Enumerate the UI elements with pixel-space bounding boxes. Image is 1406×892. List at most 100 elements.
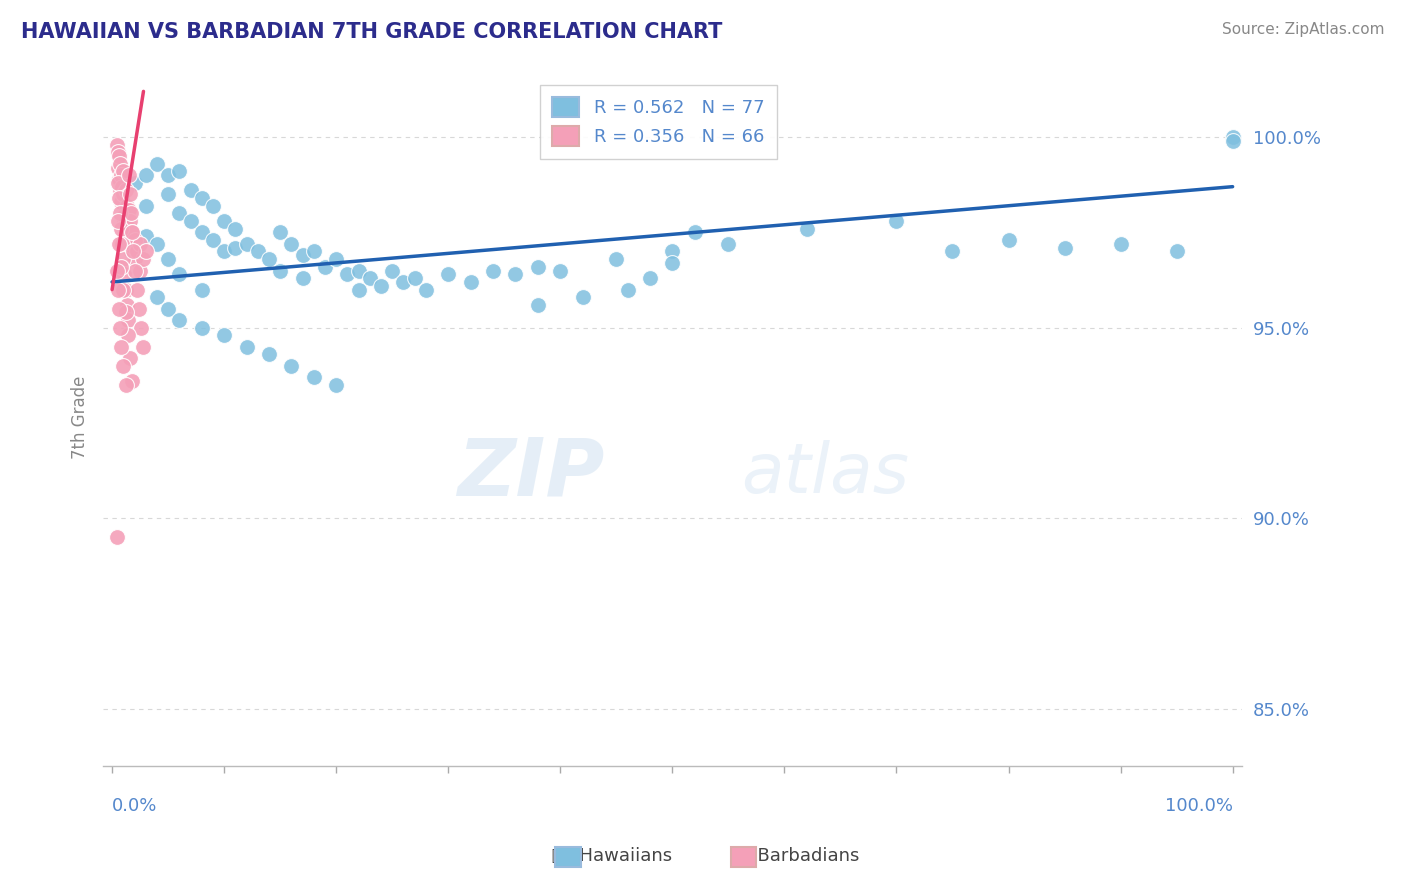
Point [1222,134,1244,148]
Point [107,176,129,190]
Point [1109,236,1132,251]
Point [302,244,325,259]
Point [997,233,1019,247]
Point [460,275,482,289]
Point [505,268,527,282]
Point [112,359,135,373]
Point [291,271,314,285]
Point [381,263,404,277]
Point [110,260,132,274]
Point [571,290,593,304]
Point [157,168,180,182]
Point [107,145,129,160]
Point [107,214,129,228]
Point [392,275,415,289]
Point [122,241,145,255]
Point [110,221,132,235]
Point [717,236,740,251]
Point [359,271,381,285]
Point [105,137,128,152]
Point [125,244,148,259]
Point [347,263,370,277]
Point [107,283,129,297]
Text: □  Hawaiians: □ Hawaiians [551,847,672,865]
Point [108,301,131,316]
Point [280,359,302,373]
Point [157,252,180,266]
Point [146,157,169,171]
Y-axis label: 7th Grade: 7th Grade [72,376,89,459]
Point [224,221,246,235]
Point [118,214,141,228]
Point [110,340,132,354]
Point [135,229,157,244]
Point [124,233,146,247]
Point [135,244,157,259]
Point [370,278,392,293]
Point [128,301,150,316]
Point [190,226,212,240]
Point [112,283,135,297]
Point [110,168,132,182]
Point [125,283,148,297]
Point [114,283,136,297]
Point [796,221,818,235]
Point [112,187,135,202]
Point [120,206,142,220]
Point [325,377,347,392]
Text: Source: ZipAtlas.com: Source: ZipAtlas.com [1222,22,1385,37]
Point [661,256,683,270]
Point [118,351,141,366]
Point [224,241,246,255]
Point [112,252,135,266]
Point [527,298,550,312]
Point [1166,244,1188,259]
Point [201,199,224,213]
Point [661,244,683,259]
Point [112,164,135,178]
Point [114,305,136,319]
Text: 100.0%: 100.0% [1164,797,1233,814]
Point [605,252,627,266]
Point [415,283,437,297]
Point [124,263,146,277]
Point [257,252,280,266]
Point [111,236,134,251]
Text: atlas: atlas [741,440,908,507]
Point [157,301,180,316]
Point [146,290,169,304]
Point [129,236,152,251]
Point [111,179,134,194]
Point [108,206,131,220]
Point [235,236,257,251]
Point [269,226,291,240]
Point [169,313,191,327]
Point [121,226,143,240]
Point [124,252,146,266]
Point [115,199,138,213]
Point [404,271,426,285]
Point [302,370,325,384]
Point [437,268,460,282]
Point [112,268,135,282]
Point [638,271,661,285]
Point [110,194,132,209]
Point [146,236,169,251]
Point [169,268,191,282]
Point [616,283,638,297]
Point [212,244,235,259]
Legend: R = 0.562   N = 77, R = 0.356   N = 66: R = 0.562 N = 77, R = 0.356 N = 66 [540,85,778,159]
Point [124,176,146,190]
Point [169,206,191,220]
Point [135,168,157,182]
Point [129,263,152,277]
Point [180,184,202,198]
Point [114,377,136,392]
Point [941,244,963,259]
Point [257,347,280,361]
Point [212,328,235,343]
Point [246,244,269,259]
Point [117,226,139,240]
Point [157,187,180,202]
Point [190,283,212,297]
